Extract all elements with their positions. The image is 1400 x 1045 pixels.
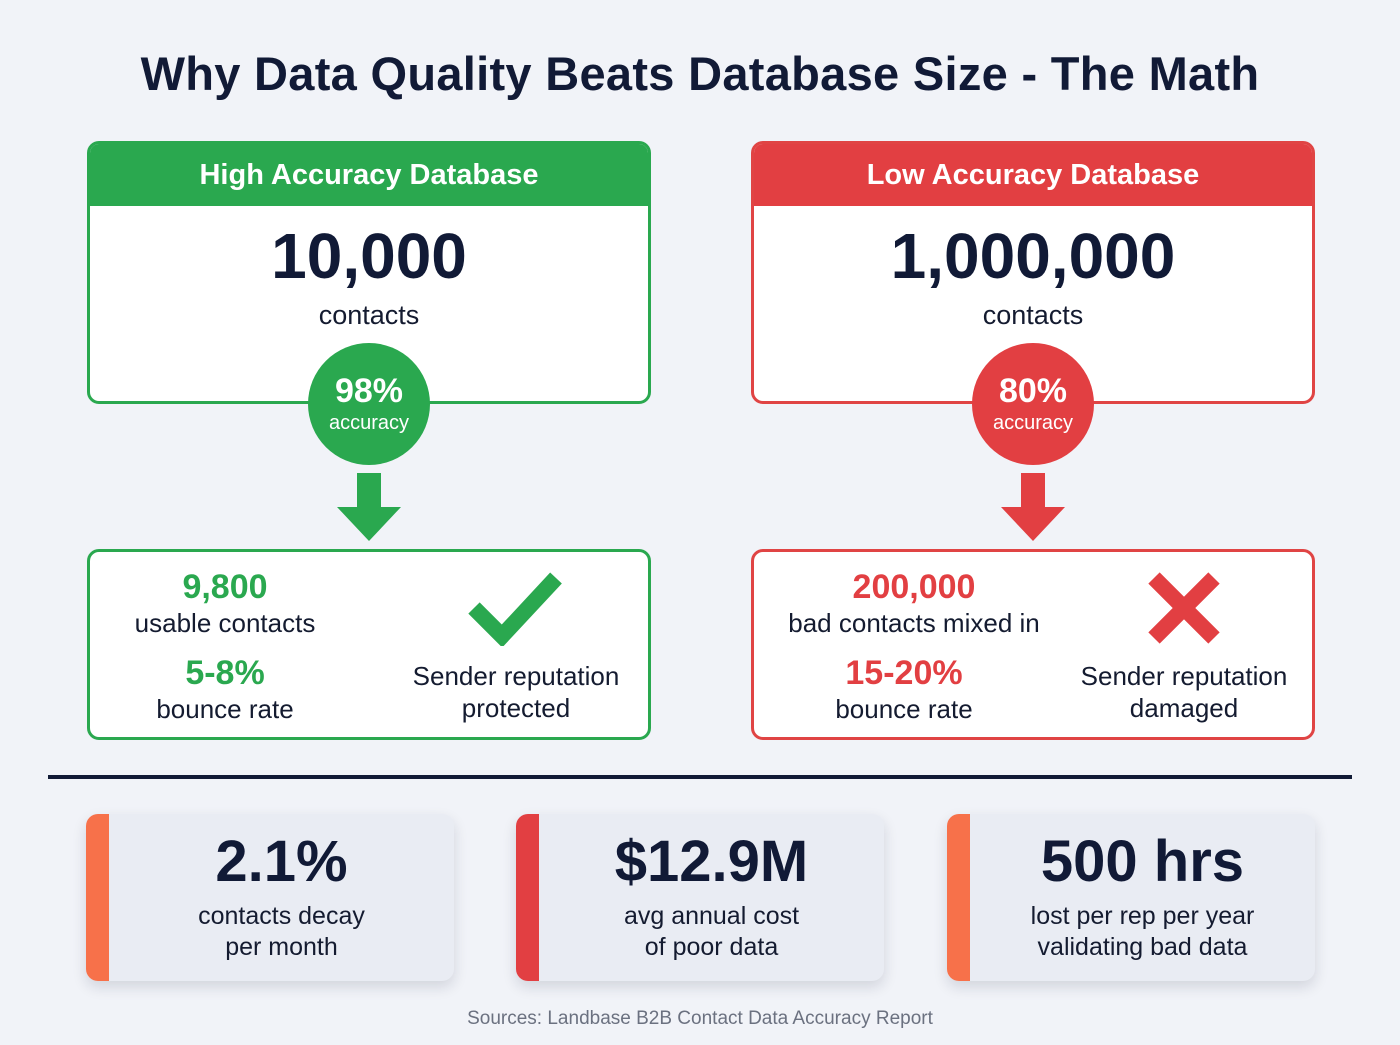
low-accuracy-count: 1,000,000 — [890, 220, 1176, 292]
low-accuracy-header: Low Accuracy Database — [754, 144, 1312, 206]
bounce-rate-label: bounce rate — [835, 694, 973, 724]
accuracy-label: accuracy — [328, 411, 410, 434]
metric-label-line2: of poor data — [644, 932, 779, 961]
accent-bar — [86, 814, 109, 981]
high-accuracy-count: 10,000 — [271, 220, 467, 292]
arrow-down-icon — [1001, 473, 1065, 541]
bounce-rate-value: 15-20% — [845, 654, 963, 692]
metric-card-cost: $12.9M avg annual cost of poor data — [516, 814, 884, 981]
metric-label-line1: avg annual cost — [623, 901, 800, 930]
reputation-line2: protected — [461, 693, 571, 723]
bounce-rate-label: bounce rate — [156, 694, 294, 724]
sources-footnote: Sources: Landbase B2B Contact Data Accur… — [467, 1008, 933, 1029]
metric-value: 500 hrs — [1040, 828, 1245, 894]
metric-label: contacts decay per month — [198, 901, 365, 963]
metric-label-line2: per month — [225, 932, 338, 961]
low-accuracy-unit: contacts — [982, 300, 1084, 330]
accuracy-value: 80% — [998, 371, 1068, 410]
x-mark-icon — [1148, 572, 1220, 644]
accent-bar — [516, 814, 539, 981]
accent-bar — [947, 814, 970, 981]
metric-label: avg annual cost of poor data — [624, 901, 799, 963]
bad-contacts-value: 200,000 — [852, 568, 976, 606]
high-accuracy-badge: 98% accuracy — [308, 343, 430, 465]
bad-contacts-label: bad contacts mixed in — [788, 608, 1040, 638]
reputation-line2: damaged — [1129, 693, 1239, 723]
bounce-rate-stat: 5-8% bounce rate — [110, 656, 340, 725]
section-divider — [48, 775, 1352, 779]
bounce-rate-stat: 15-20% bounce rate — [764, 656, 1044, 725]
high-accuracy-database-card: High Accuracy Database 10,000 contacts — [87, 141, 651, 404]
low-accuracy-result-card: 200,000 bad contacts mixed in 15-20% bou… — [751, 549, 1315, 740]
high-accuracy-unit: contacts — [318, 300, 420, 330]
metric-value: 2.1% — [215, 828, 348, 894]
metric-label-line2: validating bad data — [1037, 932, 1248, 961]
reputation-status: Sender reputation damaged — [1054, 660, 1314, 724]
reputation-line1: Sender reputation — [412, 661, 620, 691]
metric-card-hours: 500 hrs lost per rep per year validating… — [947, 814, 1315, 981]
metric-card-decay: 2.1% contacts decay per month — [86, 814, 454, 981]
low-accuracy-badge: 80% accuracy — [972, 343, 1094, 465]
high-accuracy-header: High Accuracy Database — [90, 144, 648, 206]
usable-contacts-value: 9,800 — [182, 568, 268, 606]
arrow-down-icon — [337, 473, 401, 541]
metric-label-line1: contacts decay — [198, 901, 365, 930]
bounce-rate-value: 5-8% — [185, 654, 265, 692]
accuracy-label: accuracy — [992, 411, 1074, 434]
high-accuracy-result-card: 9,800 usable contacts 5-8% bounce rate S… — [87, 549, 651, 740]
usable-contacts-label: usable contacts — [134, 608, 316, 638]
reputation-status: Sender reputation protected — [386, 660, 646, 724]
usable-contacts-stat: 9,800 usable contacts — [110, 570, 340, 639]
checkmark-icon — [468, 572, 562, 646]
page-title: Why Data Quality Beats Database Size - T… — [140, 47, 1260, 100]
metric-value: $12.9M — [614, 828, 809, 894]
reputation-line1: Sender reputation — [1080, 661, 1288, 691]
accuracy-value: 98% — [334, 371, 404, 410]
metric-label: lost per rep per year validating bad dat… — [1031, 901, 1255, 963]
metric-label-line1: lost per rep per year — [1030, 901, 1255, 930]
bad-contacts-stat: 200,000 bad contacts mixed in — [764, 570, 1064, 639]
